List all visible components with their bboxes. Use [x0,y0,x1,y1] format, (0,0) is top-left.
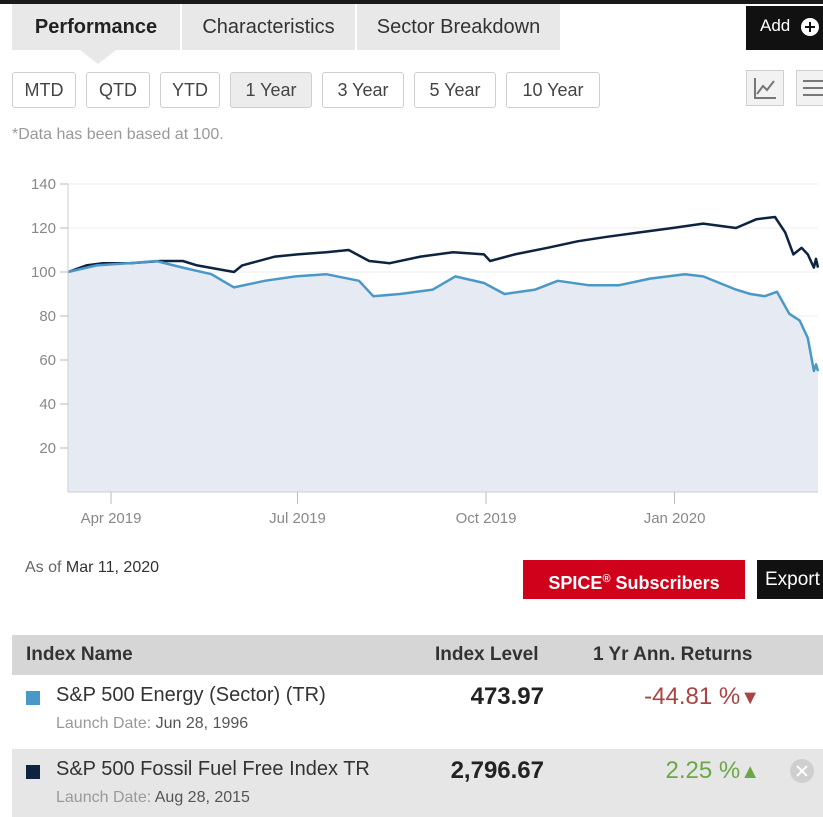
tab-characteristics[interactable]: Characteristics [182,4,357,50]
launch-label: Launch Date: [56,715,152,732]
export-button[interactable]: Export [757,560,823,599]
header-index-name: Index Name [26,644,133,665]
data-note: *Data has been based at 100. [12,126,224,143]
annual-return-value: 2.25 % [665,757,741,784]
y-tick-label: 140 [31,176,56,193]
spice-subscribers-button[interactable]: SPICE® Subscribers [523,560,745,599]
header-returns: 1 Yr Ann. Returns [593,644,753,665]
x-tick-label: Jul 2019 [269,510,326,527]
period-button-3-year[interactable]: 3 Year [322,72,404,108]
plus-circle-icon [801,18,819,36]
line-chart-icon [754,78,776,99]
period-button-5-year[interactable]: 5 Year [414,72,496,108]
table-header: Index Name Index Level 1 Yr Ann. Returns [12,635,823,675]
launch-date-value: Jun 28, 1996 [155,715,249,732]
as-of-label: As of [25,559,62,576]
index-name: S&P 500 Fossil Fuel Free Index TR [56,758,370,780]
tab-sector-breakdown[interactable]: Sector Breakdown [357,4,562,50]
line-chart-view-button[interactable] [746,70,784,106]
annual-return-value: -44.81 % [644,683,741,710]
x-tick-label: Apr 2019 [81,510,142,527]
y-tick-label: 60 [39,352,56,369]
tab-bar: Performance Characteristics Sector Break… [12,4,562,50]
list-icon [803,80,823,96]
index-name: S&P 500 Energy (Sector) (TR) [56,684,326,706]
launch-date: Launch Date: Aug 28, 2015 [56,789,250,807]
list-view-button[interactable] [796,70,823,106]
y-tick-label: 80 [39,308,56,325]
chart-area-fill [68,261,818,492]
y-tick-label: 20 [39,440,56,457]
period-button-qtd[interactable]: QTD [86,72,150,108]
y-tick-label: 120 [31,220,56,237]
index-level: 473.97 [470,683,544,710]
x-tick-label: Oct 2019 [456,510,517,527]
launch-label: Launch Date: [56,789,152,806]
fossil-fuel-free-series-line [67,215,820,274]
launch-date-value: Aug 28, 2015 [154,789,250,806]
x-tick-label: Jan 2020 [644,510,706,527]
top-bar [0,0,823,4]
header-index-level: Index Level [435,644,539,665]
launch-date: Launch Date: Jun 28, 1996 [56,715,248,733]
y-tick-label: 100 [31,264,56,281]
period-button-1-year[interactable]: 1 Year [230,72,312,108]
registered-mark: ® [602,573,611,585]
remove-index-button[interactable] [790,759,814,783]
index-table: Index Name Index Level 1 Yr Ann. Returns… [12,635,823,817]
spice-label: SPICE [548,573,603,593]
annual-return: 2.25 %▲ [665,757,760,785]
arrow-down-icon: ▼ [740,687,760,709]
y-tick-label: 40 [39,396,56,413]
series-color-swatch [26,691,40,705]
performance-chart: 140 120 100 80 60 40 20 Apr 2019 Jul 2019 Oct 20… [31,176,820,527]
add-button[interactable]: Add [746,6,823,50]
period-button-ytd[interactable]: YTD [160,72,220,108]
y-axis: 140 120 100 80 60 40 20 [31,176,69,492]
as-of-line: As of Mar 11, 2020 [25,559,159,577]
active-tab-caret [80,50,116,64]
chart-series [67,215,820,373]
annual-return: -44.81 %▼ [644,683,760,711]
as-of-date: Mar 11, 2020 [65,559,160,576]
table-row: S&P 500 Fossil Fuel Free Index TR Launch… [12,749,823,817]
index-level: 2,796.67 [450,757,544,784]
energy-area-fill [68,261,818,492]
spice-suffix: Subscribers [610,573,720,593]
period-button-mtd[interactable]: MTD [12,72,76,108]
arrow-up-icon: ▲ [740,761,760,783]
period-selector: MTD QTD YTD 1 Year 3 Year 5 Year 10 Year [12,72,600,108]
energy-series-line [67,259,820,373]
series-color-swatch [26,765,40,779]
x-axis: Apr 2019 Jul 2019 Oct 2019 Jan 2020 [68,491,818,527]
period-button-10-year[interactable]: 10 Year [506,72,600,108]
table-row: S&P 500 Energy (Sector) (TR) Launch Date… [12,675,823,747]
add-button-label: Add [760,16,791,35]
tab-performance[interactable]: Performance [12,4,182,50]
